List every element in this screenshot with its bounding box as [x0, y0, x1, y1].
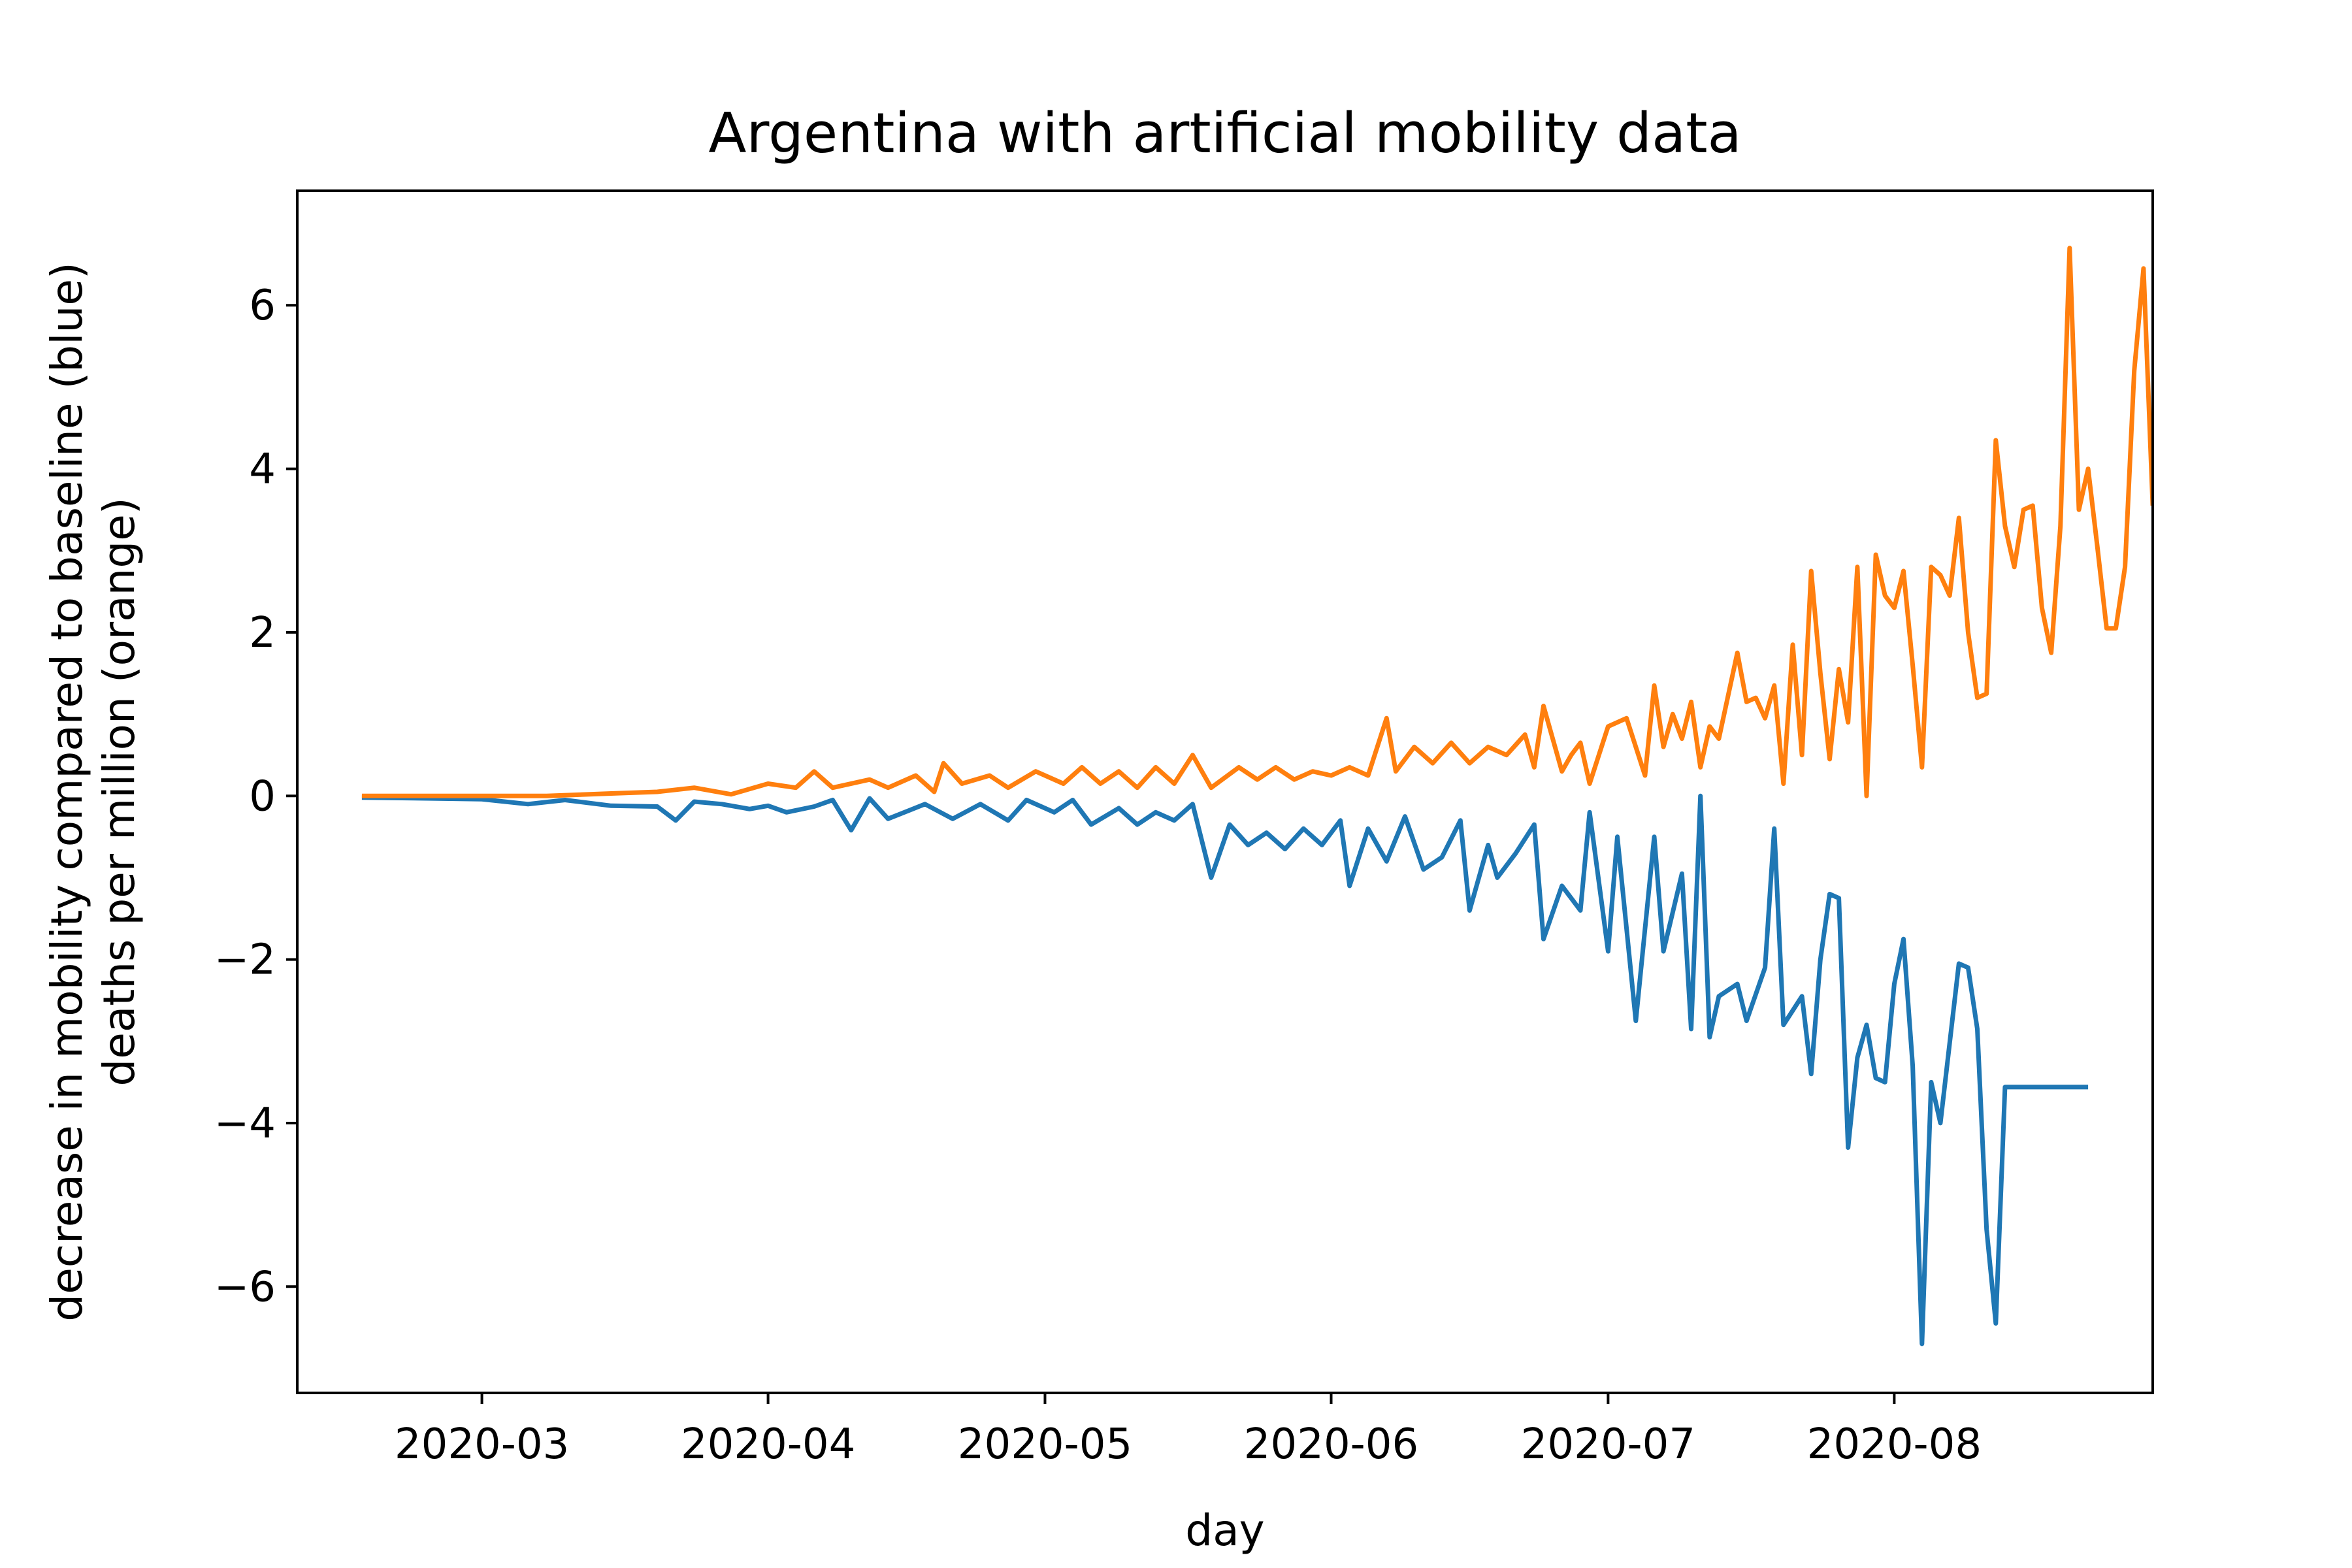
y-tick-label-1: −6 — [214, 1263, 276, 1311]
y-axis: −6 −4 −2 0 2 4 6 — [214, 282, 297, 1311]
series-line-1 — [361, 793, 2089, 1347]
y-tick-label-6: 4 — [249, 446, 276, 494]
y-tick-label-2: −4 — [214, 1100, 276, 1148]
x-axis: 2020-03 2020-04 2020-05 2020-06 2020-07 2020-… — [395, 1393, 1982, 1469]
x-tick-label-4: 2020-06 — [1244, 1420, 1418, 1469]
series-layer — [361, 246, 2153, 1347]
x-tick-label-1: 2020-03 — [395, 1420, 569, 1469]
y-axis-label-line-1: decrease in mobility compared to baselin… — [42, 262, 92, 1321]
x-axis-label: day — [1185, 1505, 1264, 1556]
series-line-2 — [361, 246, 2153, 798]
y-tick-label-3: −2 — [214, 936, 276, 985]
y-axis-label-line-2: deaths per million (orange) — [94, 497, 144, 1086]
x-tick-label-3: 2020-05 — [958, 1420, 1132, 1469]
x-tick-label-6: 2020-08 — [1807, 1420, 1982, 1469]
y-axis-label: decrease in mobility compared to baselin… — [42, 262, 144, 1321]
x-tick-label-5: 2020-07 — [1521, 1420, 1695, 1469]
chart-title: Argentina with artificial mobility data — [708, 101, 1741, 166]
y-tick-label-5: 2 — [249, 609, 276, 657]
y-tick-label-7: 6 — [249, 282, 276, 330]
y-tick-label-4: 0 — [249, 772, 276, 821]
x-tick-label-2: 2020-04 — [681, 1420, 855, 1469]
plot-frame — [296, 189, 2154, 1394]
